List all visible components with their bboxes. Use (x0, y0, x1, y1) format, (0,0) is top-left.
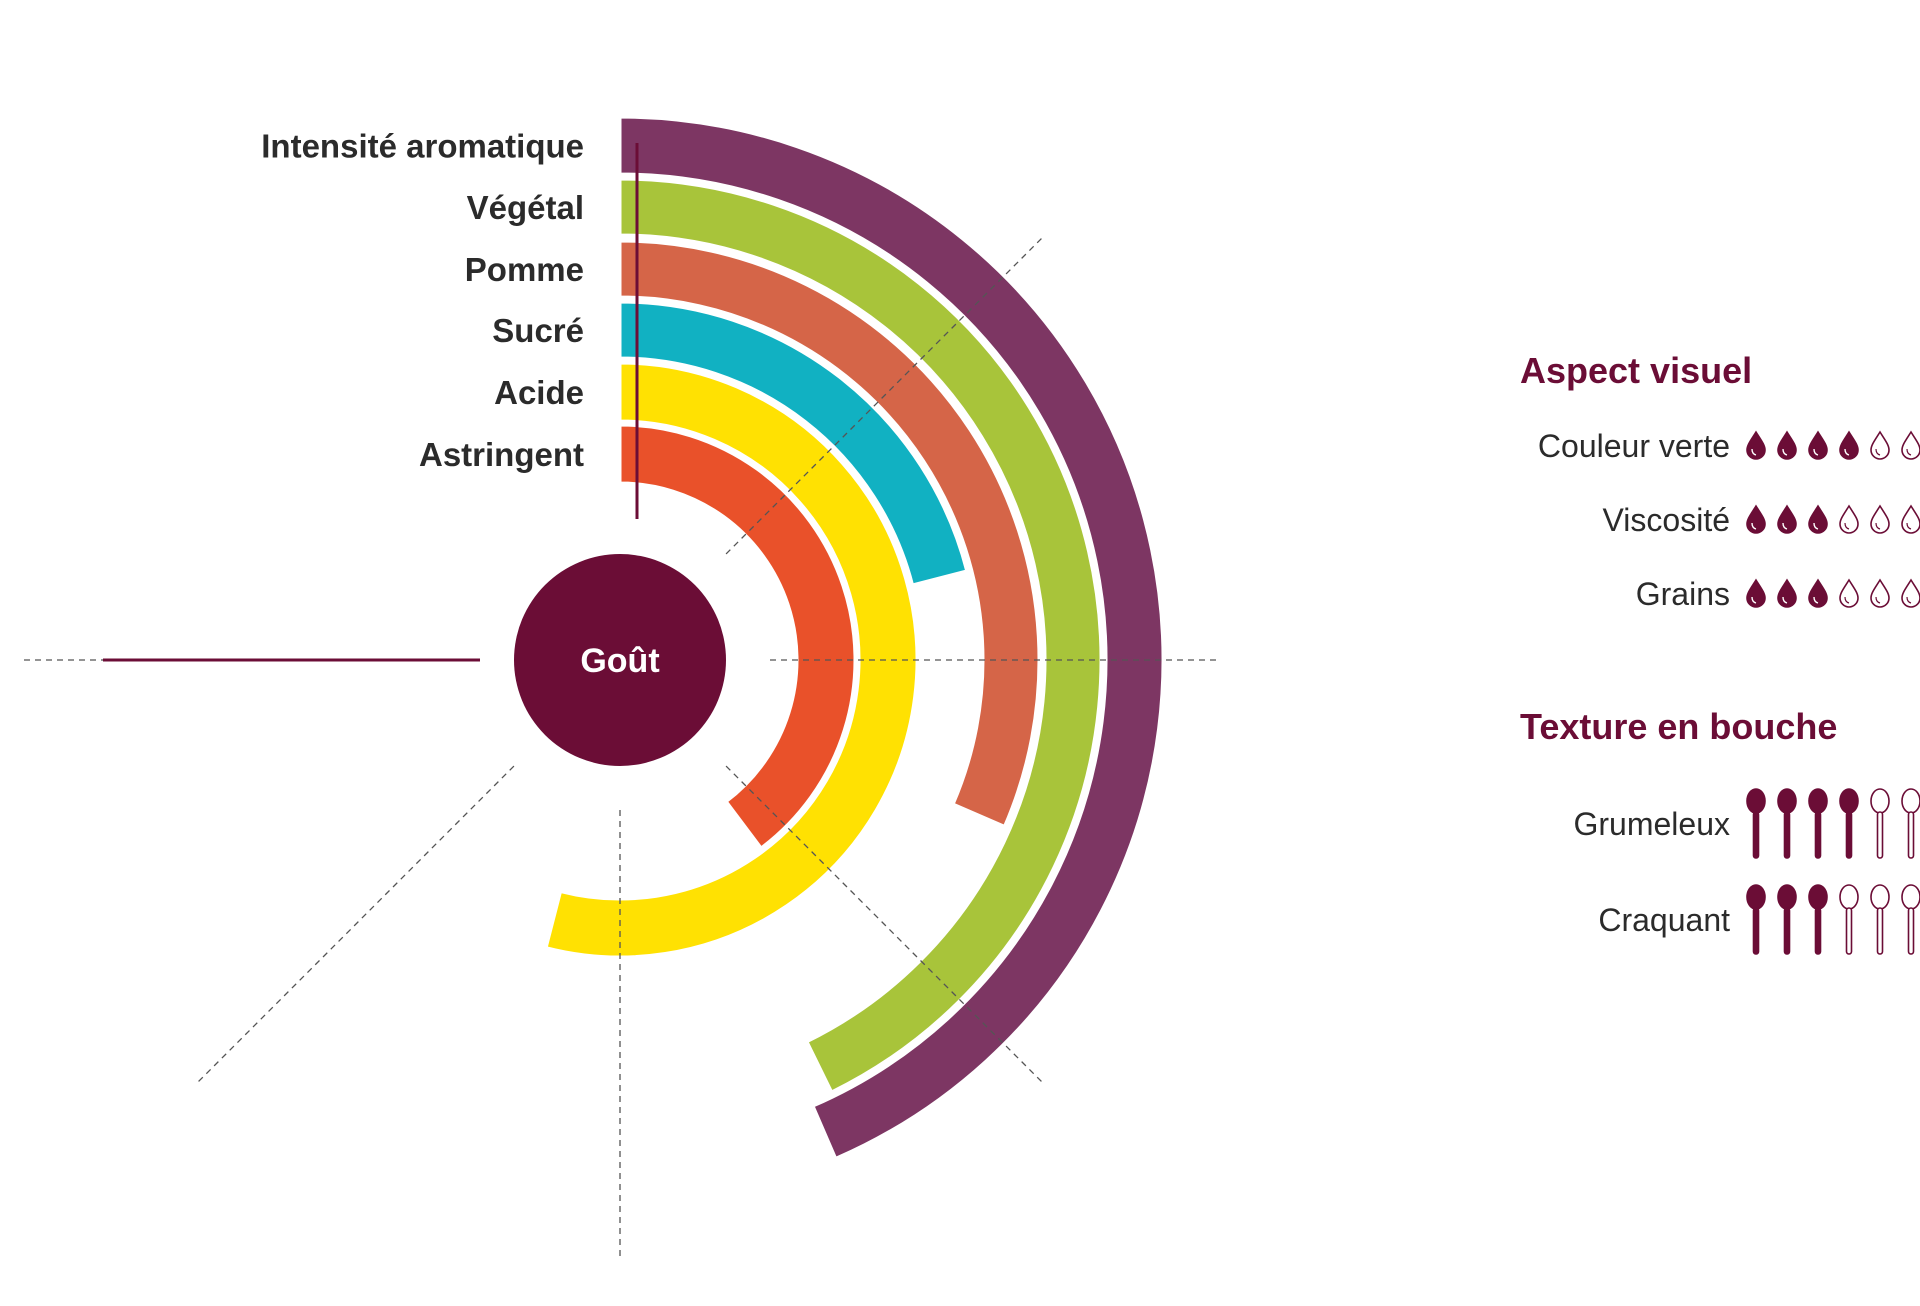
drop-icon (1838, 504, 1860, 539)
drop-icon (1869, 430, 1891, 465)
drop-icon (1869, 578, 1891, 613)
ring-bar-intensite-aromatique (618, 115, 1165, 1161)
spoon-icon (1807, 884, 1829, 961)
spoon-icon (1900, 788, 1920, 865)
drop-icon (1900, 578, 1920, 613)
rating-row-couleur-verte: Couleur verte (1380, 416, 1920, 476)
drop-icon (1745, 504, 1767, 539)
drop-icon (1900, 504, 1920, 539)
scale-line (725, 765, 1045, 1085)
spoon-icon (1745, 788, 1767, 865)
drop-icon (1776, 430, 1798, 465)
rating-row-viscosite: Viscosité (1380, 490, 1920, 550)
scale-line (195, 765, 515, 1085)
category-label-acide: Acide (494, 374, 584, 411)
rating-row-craquant: Craquant (1380, 884, 1920, 956)
center-label: Goût (580, 642, 659, 680)
drop-icon (1838, 430, 1860, 465)
texture-title: Texture en bouche (1520, 706, 1838, 747)
category-labels: Intensité aromatique Végétal Pomme Sucré Aci… (261, 128, 584, 474)
drop-icon (1776, 578, 1798, 613)
spoon-icon (1869, 884, 1891, 961)
spoon-icon (1776, 884, 1798, 961)
rating-row-grains: Grains (1380, 564, 1920, 624)
radial-bars (544, 115, 1165, 1161)
ring-bar-pomme (618, 239, 1041, 829)
drop-icon (1838, 578, 1860, 613)
ring-bar-astringent (618, 423, 857, 851)
rating-label: Craquant (1598, 902, 1730, 938)
drop-icon (1776, 504, 1798, 539)
rating-label: Couleur verte (1537, 428, 1730, 464)
category-label-intensite-aromatique: Intensité aromatique (261, 128, 584, 165)
center-circle (514, 554, 726, 766)
drop-icon (1745, 430, 1767, 465)
ring-bar-sucre (618, 300, 969, 587)
category-label-astringent: Astringent (419, 436, 584, 473)
texture-panel: Texture en bouche Grumeleux Craquant (1380, 700, 1920, 980)
drop-icon (1807, 578, 1829, 613)
spoon-icon (1838, 884, 1860, 961)
drop-icon (1745, 578, 1767, 613)
category-label-pomme: Pomme (465, 251, 584, 288)
scale-line (725, 235, 1045, 555)
spoon-icon (1869, 788, 1891, 865)
rating-row-grumeleux: Grumeleux (1380, 788, 1920, 860)
ring-bar-vegetal (618, 177, 1103, 1094)
spoon-icon (1900, 884, 1920, 961)
aspect-visuel-panel: Aspect visuel Couleur verte Viscosité Grai… (1380, 340, 1920, 630)
drop-icon (1869, 504, 1891, 539)
spoon-icon (1745, 884, 1767, 961)
category-label-vegetal: Végétal (467, 189, 584, 226)
spoon-icon (1838, 788, 1860, 865)
spoon-icon (1807, 788, 1829, 865)
aspect-visuel-title: Aspect visuel (1520, 350, 1753, 391)
rating-label: Grains (1635, 576, 1730, 612)
drop-icon (1807, 504, 1829, 539)
ring-bar-acide (544, 361, 919, 959)
spoon-icon (1776, 788, 1798, 865)
rating-label: Grumeleux (1573, 806, 1731, 842)
rating-label: Viscosité (1602, 502, 1730, 538)
category-label-sucre: Sucré (492, 312, 584, 349)
drop-icon (1807, 430, 1829, 465)
drop-icon (1900, 430, 1920, 465)
